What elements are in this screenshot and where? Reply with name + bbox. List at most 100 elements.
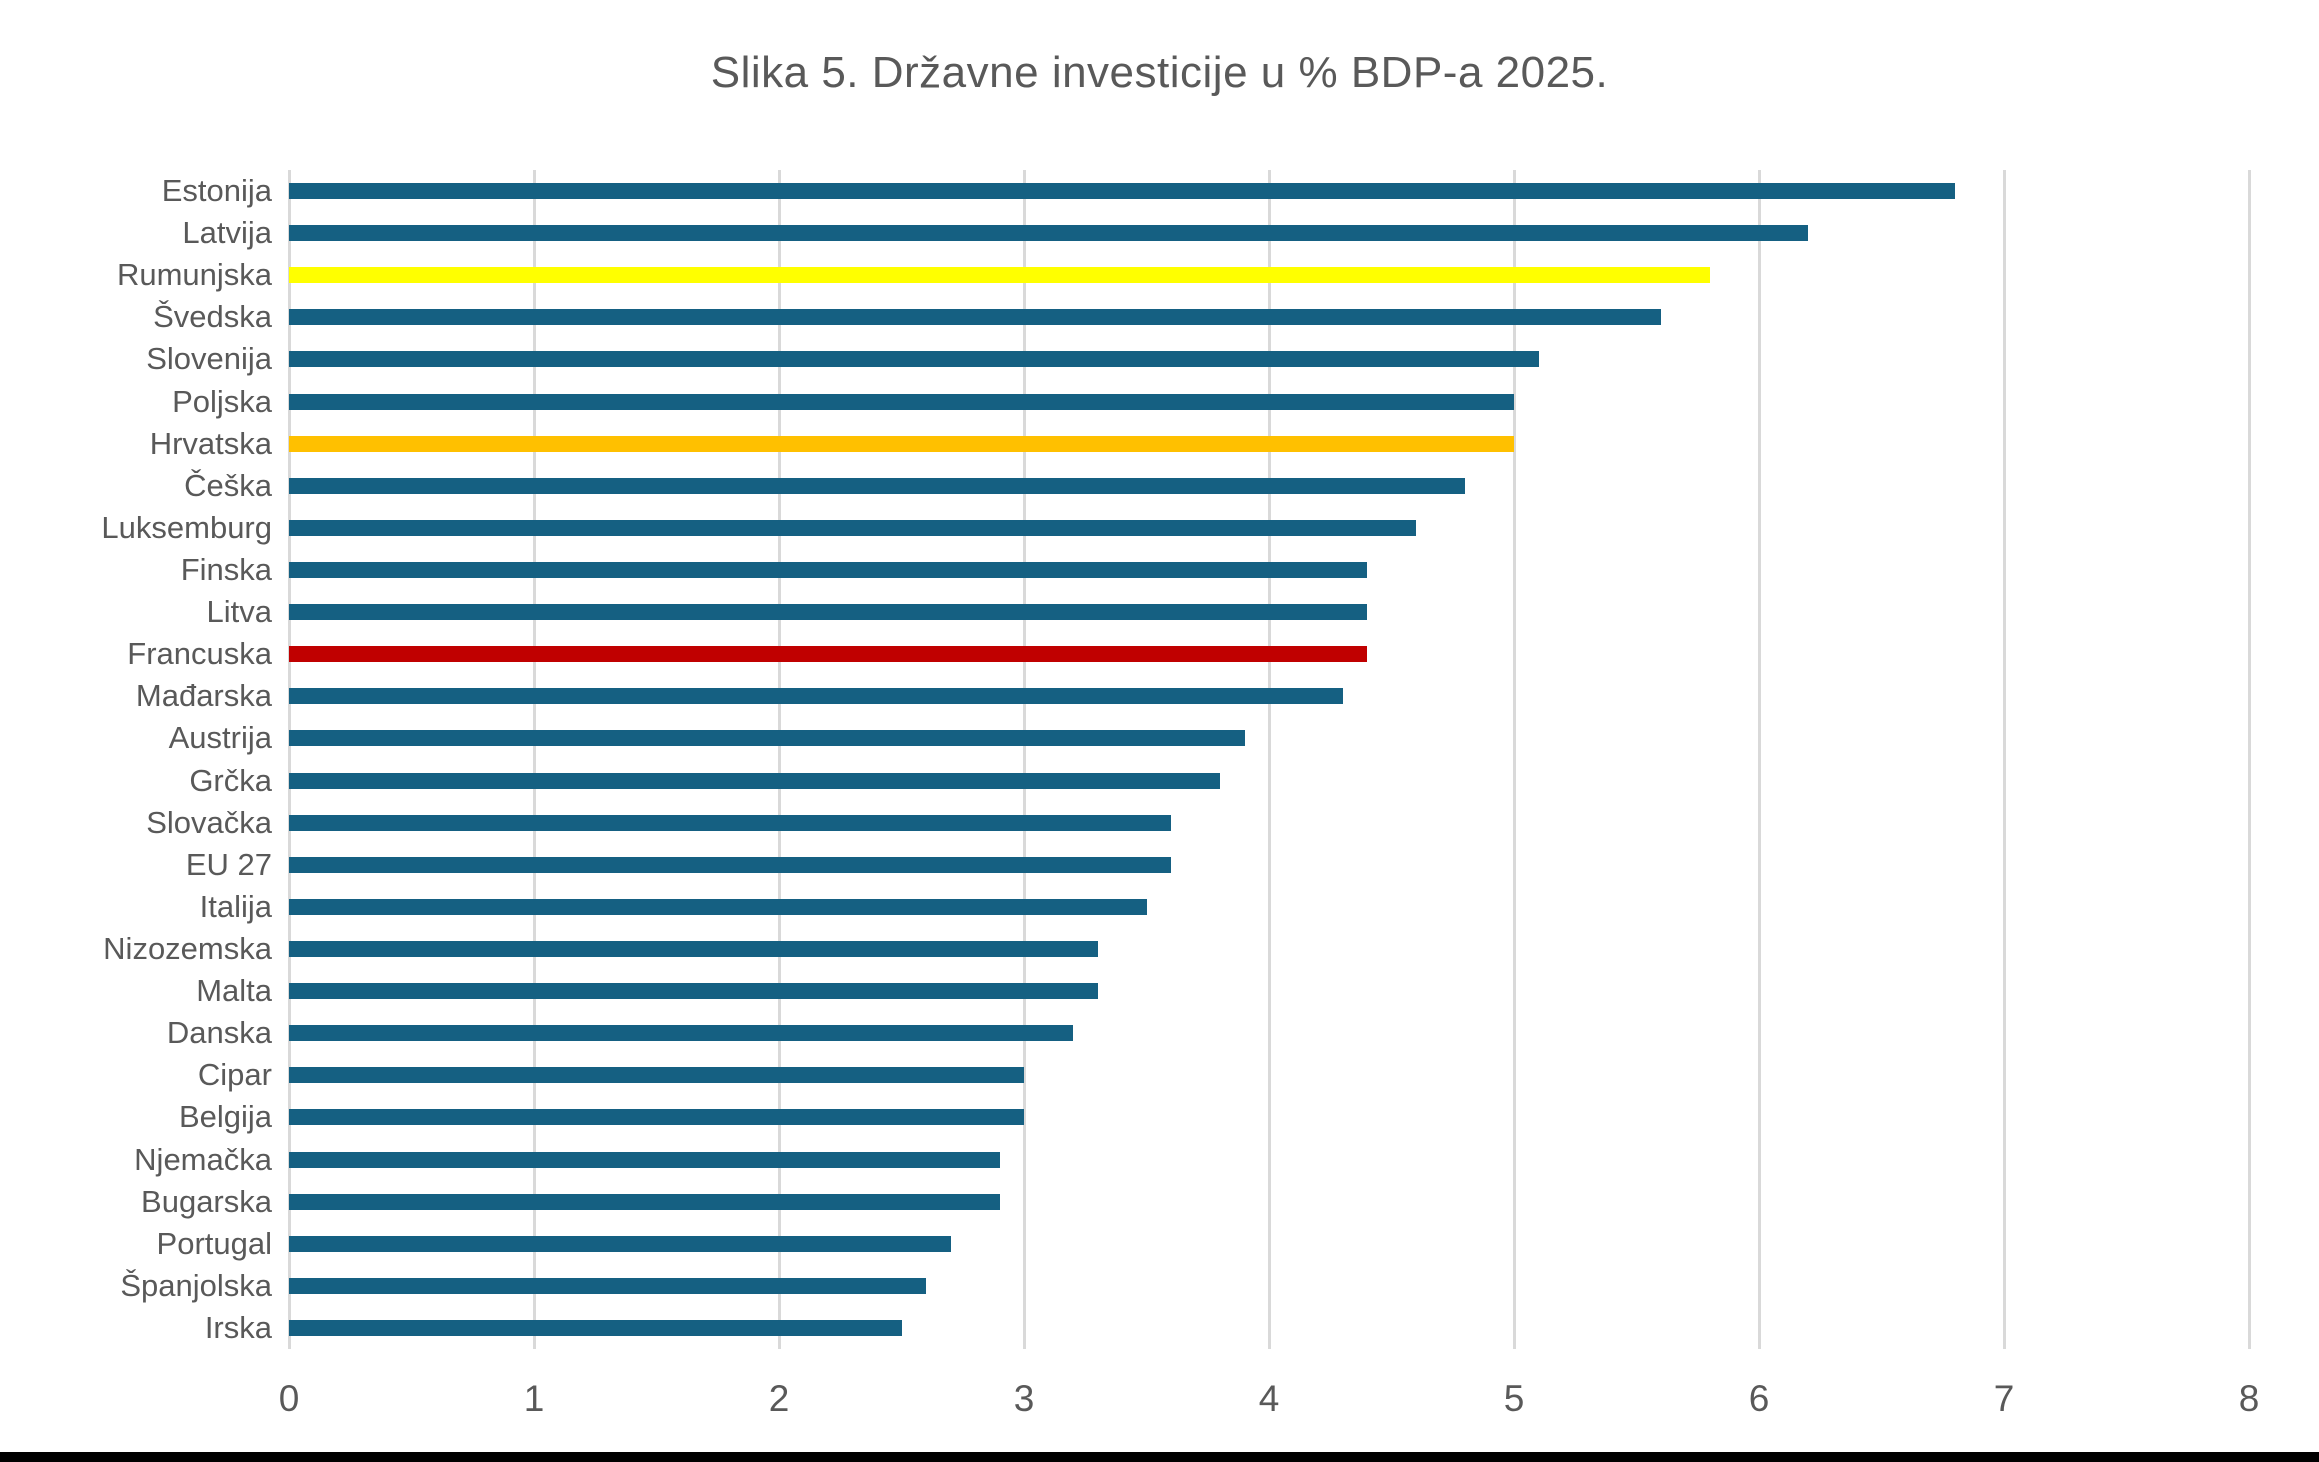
bar-row	[289, 381, 2249, 423]
category-label: Slovenija	[146, 341, 272, 377]
category-axis-labels: Estonija Latvija Rumunjska Švedska Slovenija…	[0, 170, 272, 1349]
bar	[289, 562, 1367, 579]
bar	[289, 1067, 1024, 1084]
bar-row	[289, 928, 2249, 970]
category-label: Španjolska	[120, 1267, 272, 1303]
gridline	[2002, 170, 2006, 1349]
category-label: Luksemburg	[101, 509, 272, 545]
bar	[289, 1193, 1000, 1210]
bar-row	[289, 844, 2249, 886]
bar	[289, 772, 1220, 789]
bar-row	[289, 886, 2249, 928]
bar-row	[289, 423, 2249, 465]
bar	[289, 1277, 926, 1294]
bar-row	[289, 254, 2249, 296]
x-tick-label: 4	[1258, 1378, 1280, 1419]
bar	[289, 477, 1465, 494]
gridline	[287, 170, 291, 1349]
bar-row	[289, 1096, 2249, 1138]
bar	[289, 730, 1245, 747]
category-label: Belgija	[178, 1099, 272, 1135]
bar	[289, 519, 1416, 536]
bar-row	[289, 802, 2249, 844]
bar-row	[289, 591, 2249, 633]
bar-row	[289, 970, 2249, 1012]
gridline	[777, 170, 781, 1349]
x-tick-label: 8	[2238, 1378, 2260, 1419]
category-label: Litva	[206, 594, 272, 630]
bar	[289, 183, 1955, 200]
x-axis: 0 1 2 3 4 5 6 7 8	[279, 1349, 2260, 1439]
bar-row	[289, 1181, 2249, 1223]
category-label: Austrija	[168, 720, 272, 756]
bar	[289, 856, 1171, 873]
x-tick-label: 1	[523, 1378, 545, 1419]
bar	[289, 225, 1808, 242]
bar	[289, 393, 1514, 410]
chart-title: Slika 5. Državne investicije u % BDP-a 2…	[710, 48, 1609, 97]
bar	[289, 983, 1098, 1000]
gridline	[2247, 170, 2251, 1349]
gridline	[532, 170, 536, 1349]
category-label: Hrvatska	[149, 425, 272, 461]
category-label: Italija	[199, 888, 272, 924]
bar-row	[289, 170, 2249, 212]
gridline	[1267, 170, 1271, 1349]
bar	[289, 814, 1171, 831]
bar-row	[289, 1054, 2249, 1096]
bar	[289, 941, 1098, 958]
category-label: Mađarska	[135, 678, 272, 714]
x-tick-label: 0	[278, 1378, 300, 1419]
bar-row	[289, 212, 2249, 254]
gridline	[1022, 170, 1026, 1349]
bar-row	[289, 717, 2249, 759]
category-label: Češka	[184, 467, 272, 503]
bar	[289, 1109, 1024, 1126]
bar-row	[289, 465, 2249, 507]
bar-row	[289, 675, 2249, 717]
category-label: Slovačka	[146, 804, 272, 840]
x-tick-label: 2	[768, 1378, 790, 1419]
category-label: Bugarska	[141, 1183, 272, 1219]
category-label: Nizozemska	[103, 931, 272, 967]
bar	[289, 1151, 1000, 1168]
category-label: Poljska	[172, 383, 272, 419]
category-label: Finska	[180, 552, 272, 588]
bar-row	[289, 549, 2249, 591]
category-label: Portugal	[156, 1225, 272, 1261]
bar	[289, 351, 1539, 368]
category-label: Latvija	[182, 215, 272, 251]
bar	[289, 688, 1343, 705]
bar-row	[289, 1012, 2249, 1054]
bar-row	[289, 1307, 2249, 1349]
x-tick-label: 7	[1993, 1378, 2015, 1419]
bar	[289, 646, 1367, 663]
bar-rows	[289, 170, 2249, 1349]
gridline	[1757, 170, 1761, 1349]
bar	[289, 604, 1367, 621]
bar-row	[289, 1223, 2249, 1265]
category-label: Estonija	[161, 173, 272, 209]
x-tick-label: 6	[1748, 1378, 1770, 1419]
bar	[289, 1235, 951, 1252]
bar-row	[289, 633, 2249, 675]
bar	[289, 435, 1514, 452]
plot-area	[287, 170, 2251, 1349]
bar-row	[289, 338, 2249, 380]
bar-row	[289, 1139, 2249, 1181]
category-label: Cipar	[197, 1057, 272, 1093]
bar	[289, 1320, 902, 1336]
bar	[289, 267, 1710, 284]
category-label: Danska	[166, 1015, 272, 1051]
category-label: Rumunjska	[116, 257, 272, 293]
category-label: Irska	[204, 1310, 272, 1345]
category-label: Malta	[196, 973, 272, 1009]
bar	[289, 309, 1661, 326]
bar	[289, 898, 1147, 915]
bar-row	[289, 760, 2249, 802]
category-label: Njemačka	[134, 1141, 272, 1177]
x-tick-label: 3	[1013, 1378, 1035, 1419]
bar-row	[289, 507, 2249, 549]
category-label: Švedska	[153, 299, 272, 335]
category-label: Francuska	[127, 636, 272, 672]
